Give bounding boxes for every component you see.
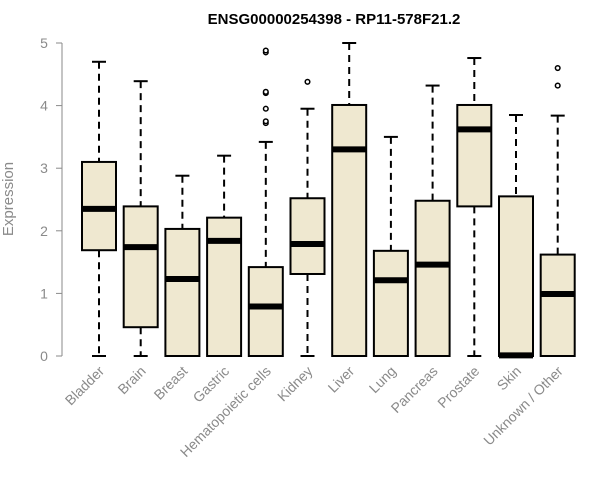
- iqr-box: [414, 199, 451, 357]
- iqr-box: [539, 253, 576, 357]
- outlier-point: [262, 88, 269, 95]
- box-hematopoietic-cells: [247, 47, 284, 357]
- iqr-box: [372, 249, 409, 357]
- x-category-label: Skin: [494, 363, 525, 394]
- y-axis-label: Expression: [0, 162, 17, 236]
- y-tick-label: 5: [40, 35, 48, 51]
- outlier-point: [262, 47, 269, 54]
- box-lung: [372, 135, 409, 357]
- x-category-label: Kidney: [274, 363, 316, 405]
- outlier-point: [262, 118, 269, 125]
- x-category-label: Brain: [114, 363, 148, 397]
- y-tick-label: 1: [40, 285, 48, 301]
- outlier-point: [262, 105, 269, 112]
- y-axis: 0 1 2 3 4 5: [40, 35, 63, 364]
- y-tick-label: 0: [40, 348, 48, 364]
- outlier-point: [304, 78, 311, 85]
- iqr-box: [289, 197, 326, 275]
- iqr-box: [498, 195, 534, 357]
- iqr-box: [247, 266, 284, 357]
- chart-title: ENSG00000254398 - RP11-578F21.2: [208, 11, 461, 28]
- x-category-label: Lung: [366, 363, 399, 396]
- box-unknown-other: [539, 64, 576, 357]
- box-prostate: [456, 57, 493, 357]
- y-tick-label: 3: [40, 160, 48, 176]
- y-tick-label: 4: [40, 98, 48, 114]
- box-kidney: [289, 78, 326, 357]
- outlier-point: [554, 82, 561, 89]
- iqr-box: [164, 227, 201, 357]
- x-category-label: Breast: [151, 363, 191, 403]
- x-category-label: Prostate: [434, 363, 482, 411]
- x-category-label: Bladder: [62, 363, 108, 409]
- box-bladder: [81, 60, 117, 357]
- iqr-box: [456, 103, 493, 208]
- x-category-label: Unknown / Other: [480, 363, 566, 449]
- box-pancreas: [414, 84, 451, 357]
- box-breast: [164, 174, 201, 357]
- outlier-point: [554, 64, 561, 72]
- boxes-group: [81, 42, 576, 359]
- x-category-label: Liver: [325, 363, 358, 396]
- box-gastric: [206, 154, 243, 357]
- iqr-box: [331, 103, 368, 357]
- y-tick-label: 2: [40, 223, 48, 239]
- box-brain: [122, 80, 159, 357]
- box-skin: [498, 113, 534, 359]
- box-liver: [331, 42, 368, 357]
- iqr-box: [122, 205, 159, 329]
